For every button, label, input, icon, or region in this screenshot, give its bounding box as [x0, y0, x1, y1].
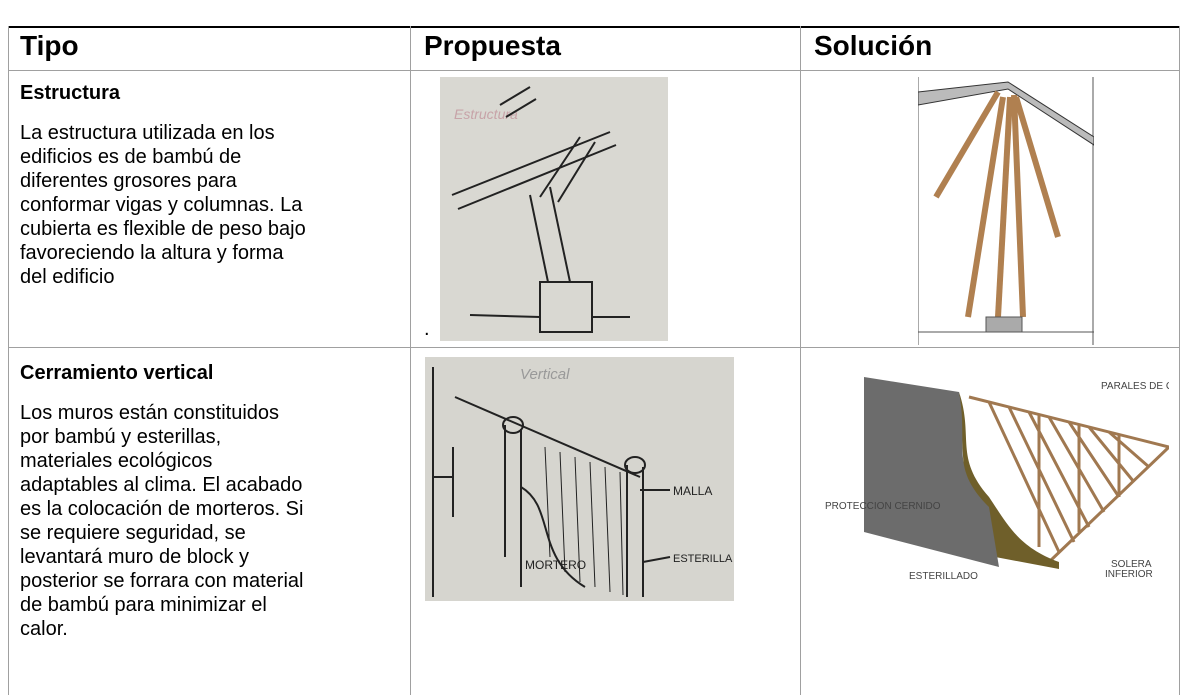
row-title: Estructura: [20, 82, 121, 104]
roof: [918, 81, 1094, 146]
text-line: por bambú y esterillas,: [20, 426, 222, 448]
cell-note: .: [424, 318, 430, 340]
text-line: conformar vigas y columnas. La: [20, 194, 303, 216]
row-border: [8, 70, 1180, 71]
text-line: se requiere seguridad, se: [20, 522, 246, 544]
text-line: edificios es de bambú de: [20, 146, 242, 168]
sketch-wall: Vertical MALLA ESTERILLA MORTERO: [425, 357, 734, 601]
text-line: favoreciendo la altura y forma: [20, 242, 284, 264]
row-border: [8, 347, 1180, 348]
col-border: [410, 26, 411, 695]
text-line: La estructura utilizada en los: [20, 122, 275, 144]
text-line: Los muros están constituidos: [20, 402, 280, 424]
sketch-lines: [451, 86, 630, 333]
header-cell: Solución: [814, 30, 933, 61]
col-border: [1179, 26, 1180, 695]
text-line: del edificio: [20, 266, 115, 288]
sketch-label: MORTERO: [525, 558, 586, 572]
hatching: [544, 446, 624, 596]
callout: ESTERILLADO: [909, 571, 978, 582]
render-wall: PARALES DE GUADUA PROTECCION CERNIDO EST…: [819, 357, 1169, 592]
protection-layer: [864, 377, 999, 567]
text-line: de bambú para minimizar el: [20, 594, 267, 616]
footing: [985, 316, 1023, 333]
columns: [933, 90, 1061, 318]
text-line: cubierta es flexible de peso bajo: [20, 218, 306, 240]
sketch-label: Vertical: [520, 366, 570, 383]
header-cell: Propuesta: [424, 30, 561, 61]
sketch-lines: [432, 367, 671, 597]
text-line: adaptables al clima. El acabado: [20, 474, 303, 496]
callout: PARALES DE GUADUA: [1101, 381, 1169, 392]
row-text: Los muros están constituidos por bambú y…: [20, 401, 303, 641]
sketch-label: ESTERILLA: [673, 553, 733, 565]
callout: INFERIOR: [1105, 569, 1153, 580]
col-border: [800, 26, 801, 695]
text-line: es la colocación de morteros. Si: [20, 498, 304, 520]
text-line: materiales ecológicos: [20, 450, 213, 472]
frame: [968, 395, 1169, 564]
sketch-label: Estructura: [454, 106, 518, 122]
table-top-border: [8, 26, 1180, 28]
sketch-label: MALLA: [673, 484, 712, 498]
text-line: diferentes grosores para: [20, 170, 237, 192]
render-structure: [918, 77, 1094, 345]
text-line: levantará muro de block y: [20, 546, 250, 568]
header-cell: Tipo: [20, 30, 79, 61]
text-line: calor.: [20, 618, 68, 640]
text-line: posterior se forrara con material: [20, 570, 304, 592]
callout: SOLERA: [1111, 559, 1152, 570]
sketch-structure: Estructura: [440, 77, 668, 341]
row-text: La estructura utilizada en los edificios…: [20, 121, 306, 289]
col-border: [8, 26, 9, 695]
row-title: Cerramiento vertical: [20, 362, 214, 384]
callout: PROTECCION CERNIDO: [825, 501, 941, 512]
